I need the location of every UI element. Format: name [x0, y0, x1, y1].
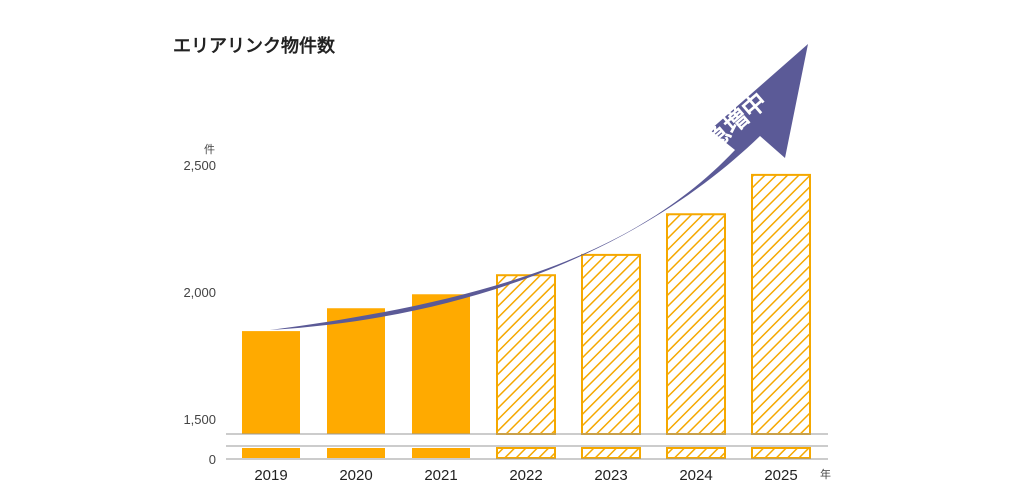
x-tick-label: 2025 [764, 467, 797, 484]
y-tick-label: 2,000 [183, 285, 216, 300]
chart-title: エリアリンク物件数 [173, 35, 336, 56]
bar-base-2022 [496, 447, 556, 459]
bar-base-2023 [581, 447, 641, 459]
growth-arrow-shape [270, 44, 808, 330]
y-axis-ticks: 2,500 2,000 1,500 0 [183, 158, 216, 467]
bar-2025 [751, 173, 811, 435]
bar-2019 [242, 331, 300, 434]
x-axis-ticks: 2019 2020 2021 2022 2023 2024 2025 [254, 467, 797, 484]
x-unit-label: 年 [820, 467, 831, 481]
bars [242, 173, 811, 435]
x-tick-label: 2022 [509, 467, 542, 484]
x-tick-label: 2020 [339, 467, 372, 484]
x-tick-label: 2024 [679, 467, 712, 484]
x-tick-label: 2021 [424, 467, 457, 484]
bar-base-2024 [666, 447, 726, 459]
bar-2021 [412, 294, 470, 434]
x-tick-label: 2019 [254, 467, 287, 484]
bar-base-2021 [412, 448, 470, 458]
bar-base-2019 [242, 448, 300, 458]
y-tick-label: 1,500 [183, 412, 216, 427]
y-tick-label: 2,500 [183, 158, 216, 173]
bar-2020 [327, 308, 385, 434]
bar-2023 [581, 253, 641, 435]
x-tick-label: 2023 [594, 467, 627, 484]
y-unit-label: 件 [204, 143, 215, 156]
bar-2022 [496, 274, 556, 435]
bar-base-2025 [751, 447, 811, 459]
bar-2024 [666, 213, 726, 435]
bars-below-break [242, 447, 811, 459]
y-tick-label: 0 [209, 452, 216, 467]
bar-base-2020 [327, 448, 385, 458]
